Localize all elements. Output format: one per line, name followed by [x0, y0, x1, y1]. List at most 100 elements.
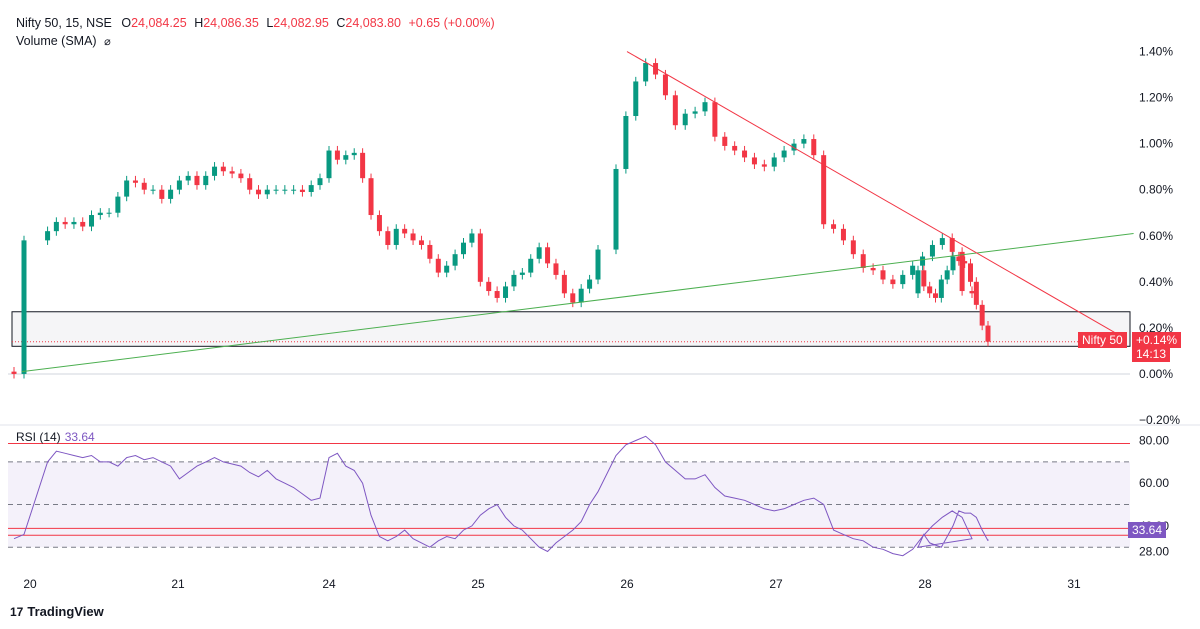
candle-body [570, 293, 576, 303]
candle-body [962, 261, 968, 264]
countdown-badge: 14:13 [1132, 346, 1171, 362]
time-axis[interactable]: 20 21 24 25 26 27 28 31 [23, 577, 1081, 591]
candle-body [781, 150, 787, 158]
eye-off-icon[interactable]: ⌀ [104, 36, 111, 48]
candle-body [486, 281, 492, 292]
candle-body [791, 143, 797, 151]
candle-body [452, 254, 458, 266]
candle-body [979, 304, 985, 326]
candle-body [229, 171, 235, 174]
candle-body [771, 157, 777, 167]
price-tick-label: 0.40% [1139, 275, 1173, 289]
candle-body [194, 175, 200, 186]
candle-body [553, 263, 559, 275]
rsi-title: RSI (14) [16, 430, 61, 444]
candle-body [282, 189, 288, 191]
support-zone-box [11, 311, 1131, 347]
candle-body [255, 189, 261, 195]
candle-body [561, 274, 567, 294]
rsi-legend[interactable]: RSI (14) 33.64 [16, 430, 95, 444]
candle-body [132, 180, 138, 183]
candle-body [503, 286, 509, 298]
candle-body [393, 228, 399, 245]
candle-body [910, 265, 916, 275]
candle-body [402, 228, 408, 234]
candle-body [959, 251, 965, 292]
candle-body [850, 240, 856, 255]
candle-body [494, 291, 500, 298]
candle-body [368, 178, 374, 216]
time-tick-label: 26 [620, 577, 634, 591]
candle-body [595, 249, 601, 280]
candle-body [528, 258, 534, 273]
price-tick-label: −0.20% [1139, 413, 1180, 427]
candle-body [933, 293, 938, 298]
candle-body [969, 291, 975, 294]
candle-body [264, 189, 270, 195]
candle-body [220, 166, 226, 172]
support-zone[interactable] [11, 311, 1131, 347]
candle-body [89, 215, 95, 227]
tradingview-logo[interactable]: 17 TradingView [10, 604, 104, 619]
price-tick-label: 0.20% [1139, 321, 1173, 335]
candle-body [334, 150, 340, 160]
candle-body [376, 215, 382, 232]
green-trendline [21, 232, 1134, 373]
candle-body [203, 175, 209, 186]
candle-body [929, 244, 935, 257]
candles [11, 58, 991, 379]
volume-label[interactable]: Volume (SMA) [16, 34, 97, 48]
grid [0, 373, 1200, 426]
candle-body [326, 150, 332, 179]
candle-body [921, 270, 927, 287]
candle-body [653, 63, 659, 75]
candle-body [536, 247, 542, 259]
candle-body [511, 274, 517, 287]
time-tick-label: 25 [471, 577, 485, 591]
open-label: O [121, 16, 132, 30]
candle-body [732, 145, 738, 151]
candle-body [613, 168, 619, 250]
candle-body [949, 238, 955, 252]
price-tick-label: 0.60% [1139, 229, 1173, 243]
candle-body [247, 178, 253, 190]
rsi-tick-label: 80.00 [1139, 434, 1169, 448]
candle-body [71, 221, 77, 225]
candle-body [643, 63, 649, 82]
candle-body [469, 233, 475, 243]
chart-header: Nifty 50, 15, NSE O24,084.25 H24,086.35 … [16, 16, 495, 30]
candle-body [159, 189, 165, 199]
candle-body [106, 212, 112, 214]
price-axis[interactable]: 1.40% 1.20% 1.00% 0.80% 0.60% 0.40% 0.20% 0.00%… [1139, 45, 1180, 559]
low-label: L [266, 16, 274, 30]
close-value: 24,083.80 [345, 16, 401, 30]
candle-body [712, 102, 718, 137]
symbol-badge: Nifty 50 [1078, 332, 1127, 348]
candle-body [985, 325, 991, 342]
candle-body [587, 279, 593, 289]
candle-body [410, 233, 416, 241]
candle-body [150, 189, 156, 191]
candle-body [968, 263, 973, 282]
price-change-badge: +0.14% [1132, 332, 1182, 348]
candle-body [45, 231, 51, 241]
close-label: C [336, 16, 346, 30]
candle-body [11, 371, 17, 374]
candle-body [692, 111, 698, 114]
symbol-label[interactable]: Nifty 50, 15, NSE [16, 16, 112, 30]
candle-body [900, 274, 906, 285]
time-tick-label: 20 [23, 577, 37, 591]
rsi-pane [8, 435, 1130, 557]
candle-body [927, 286, 933, 294]
trendlines[interactable] [21, 51, 1134, 373]
low-value: 24,082.95 [273, 16, 329, 30]
time-tick-label: 31 [1067, 577, 1081, 591]
candle-body [682, 113, 688, 126]
candle-body [920, 256, 926, 266]
candle-body [880, 270, 886, 280]
candle-body [578, 288, 584, 303]
change-value: +0.65 (+0.00%) [408, 16, 495, 30]
candle-body [672, 95, 678, 126]
tradingview-logo-icon: 17 [10, 605, 24, 619]
